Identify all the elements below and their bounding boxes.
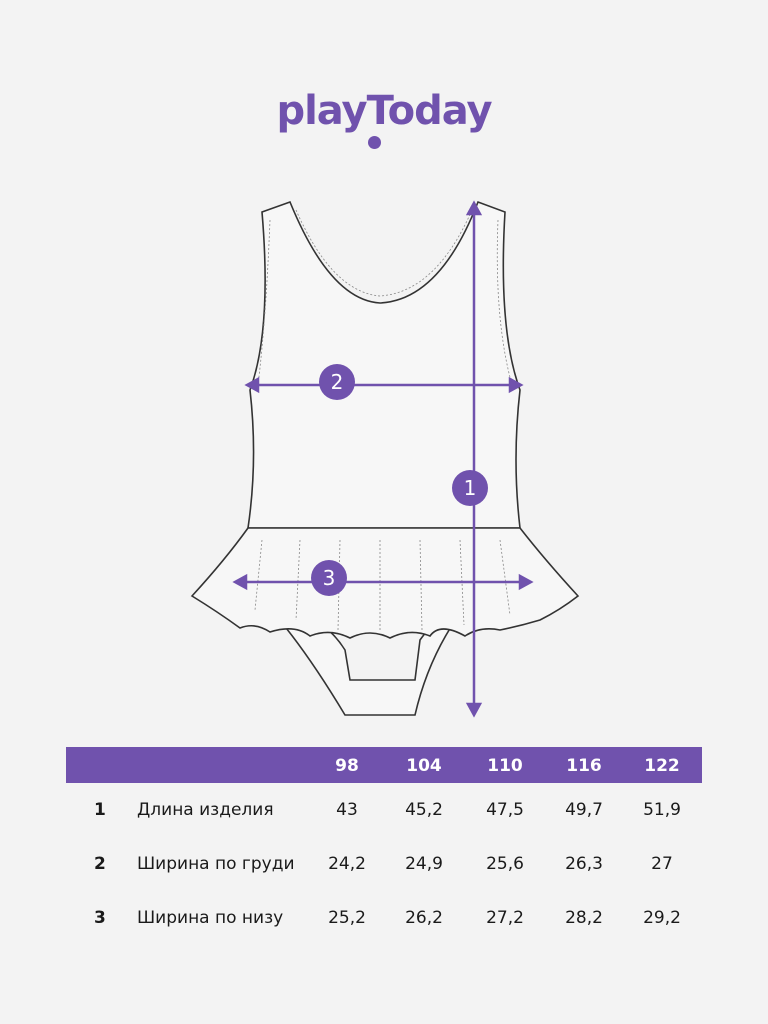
size-header: 116 [566,756,602,776]
table-cell: 26,3 [565,854,603,874]
table-cell: 27 [651,854,673,874]
row-number: 1 [94,800,106,820]
garment-diagram: 1 2 3 [190,200,580,718]
size-table-header [66,747,702,783]
row-label: Длина изделия [137,800,274,820]
logo-dot [368,136,381,149]
size-header: 104 [406,756,442,776]
row-number: 3 [94,908,106,928]
row-label: Ширина по груди [137,854,295,874]
table-cell: 45,2 [405,800,443,820]
table-cell: 25,2 [328,908,366,928]
length-arrow-bottom-head [465,702,483,718]
table-cell: 24,2 [328,854,366,874]
swimsuit-outline [190,200,580,716]
length-arrow-top-head [465,200,483,216]
table-cell: 47,5 [486,800,524,820]
row-label: Ширина по низу [137,908,284,928]
table-cell: 43 [336,800,358,820]
bottom-arrow-left-head [232,573,248,591]
bottom-arrow-right-head [518,573,534,591]
marker-3-label: 3 [323,566,336,590]
row-number: 2 [94,854,106,874]
table-cell: 29,2 [643,908,681,928]
table-cell: 51,9 [643,800,681,820]
table-cell: 24,9 [405,854,443,874]
marker-1-label: 1 [464,476,477,500]
table-cell: 27,2 [486,908,524,928]
chest-arrow-right-head [508,376,524,394]
marker-2-circle [319,364,355,400]
logo-text: playToday [276,88,492,134]
table-cell: 28,2 [565,908,603,928]
table-cell: 26,2 [405,908,443,928]
table-cell: 49,7 [565,800,603,820]
marker-3-circle [311,560,347,596]
brand-logo: playToday [0,88,768,134]
chest-arrow-left-head [244,376,260,394]
marker-1-circle [452,470,488,506]
size-header: 98 [335,756,359,776]
table-cell: 25,6 [486,854,524,874]
marker-2-label: 2 [331,370,344,394]
size-header: 122 [644,756,680,776]
size-header: 110 [487,756,523,776]
